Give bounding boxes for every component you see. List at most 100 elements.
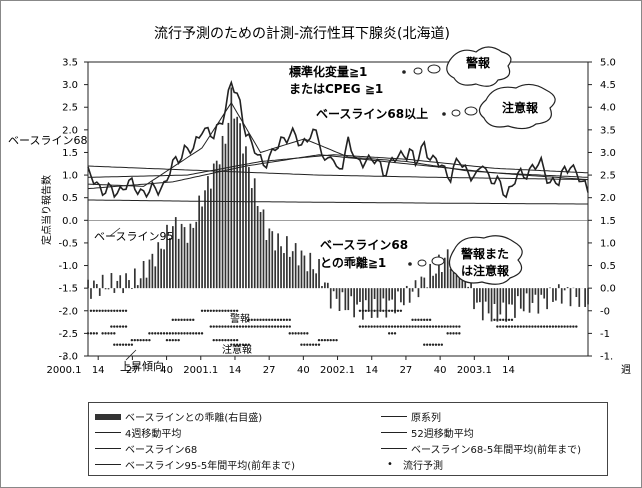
forecast-dot [358,309,362,312]
legend-label: 52週移動平均 [411,429,474,440]
deviation-bar [277,233,279,289]
forecast-dot [142,338,145,342]
forecast-dot [496,318,499,322]
forecast-dot [124,309,128,312]
deviation-bar [95,284,98,289]
forecast-dot [235,343,239,346]
x-tick-label: 40 [160,365,173,376]
deviation-bar [183,227,186,289]
deviation-bar [288,256,291,289]
forecast-dot [382,325,385,328]
forecast-dot [522,325,525,328]
deviation-bar [274,250,277,289]
deviation-bar [224,143,227,289]
deviation-bar [207,176,209,289]
forecast-dot [367,309,370,312]
series-lines [87,79,589,205]
bubble-condition2: ベースライン68以上 [316,106,428,121]
forecast-dot [393,325,397,328]
bubble-tail [451,109,461,117]
bubble-tail [464,106,478,116]
deviation-bar [487,288,490,314]
forecast-dot [288,318,291,322]
forecast-dot [276,325,280,328]
forecast-dot [423,318,426,322]
forecast-dot [177,338,180,342]
deviation-bar [359,288,361,302]
x-tick-label: 2002.1 [320,365,355,376]
forecast-dot [279,318,283,322]
forecast-dot [502,325,505,328]
forecast-dot [101,332,104,335]
forecast-dot [566,325,569,328]
deviation-bar [350,288,353,297]
deviation-bar [160,248,162,289]
deviation-bar [405,285,408,289]
legend-label: 流行予測 [403,461,443,472]
legend: ベースラインとの乖離(右目盛) 原系列 4週移動平均 52週移動平均 ベースライ… [88,402,608,476]
deviation-bar [391,288,393,300]
x-tick-label: 2003.1 [457,365,492,376]
deviation-bar [212,163,215,289]
forecast-dot [379,325,382,328]
deviation-bar [215,160,218,289]
forecast-dot [104,309,107,312]
forecast-dot [458,325,461,328]
forecast-dot [390,325,394,328]
warn-or-caution-label-line2: は注意報 [461,263,510,278]
forecast-dot [434,343,438,346]
forecast-dot [197,332,201,335]
deviation-bar [286,236,288,289]
deviation-bar [90,288,92,299]
forecast-dot [177,332,180,335]
forecast-dot [92,309,96,312]
deviation-bar [446,249,449,289]
deviation-bar [578,288,581,307]
y-right-tick-label: 0.5 [600,261,616,272]
bubble-condition3-line2: との乖離≧1 [320,255,386,270]
forecast-dot [165,332,169,335]
deviation-bar [195,221,198,289]
deviation-bar [148,259,151,289]
x-axis-unit: 週 [621,364,631,376]
deviation-bar [245,146,247,289]
deviation-bar [236,116,239,289]
legend-item-ma4: 4週移動平均 [95,425,181,440]
forecast-dot [156,332,160,335]
forecast-dot [335,338,338,342]
forecast-dot [575,325,578,328]
forecast-dot [458,332,461,335]
forecast-dot [449,332,452,335]
forecast-dot [390,309,394,312]
forecast-dot [326,338,329,342]
legend-swatch-line [381,448,407,449]
deviation-bar [268,228,271,289]
deviation-bar [417,288,420,298]
forecast-dot [151,332,154,335]
forecast-dot [361,325,365,328]
forecast-dot [89,332,93,335]
forecast-dot [209,309,213,312]
deviation-bar [473,288,475,310]
forecast-dot [329,338,332,342]
forecast-dot [227,338,230,342]
forecast-dot [238,325,242,328]
forecast-dot [241,325,245,328]
legend-item-ma52: 52週移動平均 [381,425,474,440]
deviation-bar [321,286,323,289]
forecast-dot [455,325,458,328]
forecast-dot [235,325,239,328]
annotation-warning: 警報 [230,312,250,325]
forecast-dot [540,325,543,328]
deviation-bar [119,275,122,289]
deviation-bar [116,280,119,289]
deviation-bar [104,288,107,290]
forecast-dot [121,325,125,328]
forecast-dot [244,325,248,328]
forecast-dot [493,318,496,322]
forecast-dot [174,318,177,322]
caution-cloud [478,83,556,130]
forecast-dot [437,325,441,328]
deviation-bar [438,254,440,289]
forecast-dot [98,309,101,312]
